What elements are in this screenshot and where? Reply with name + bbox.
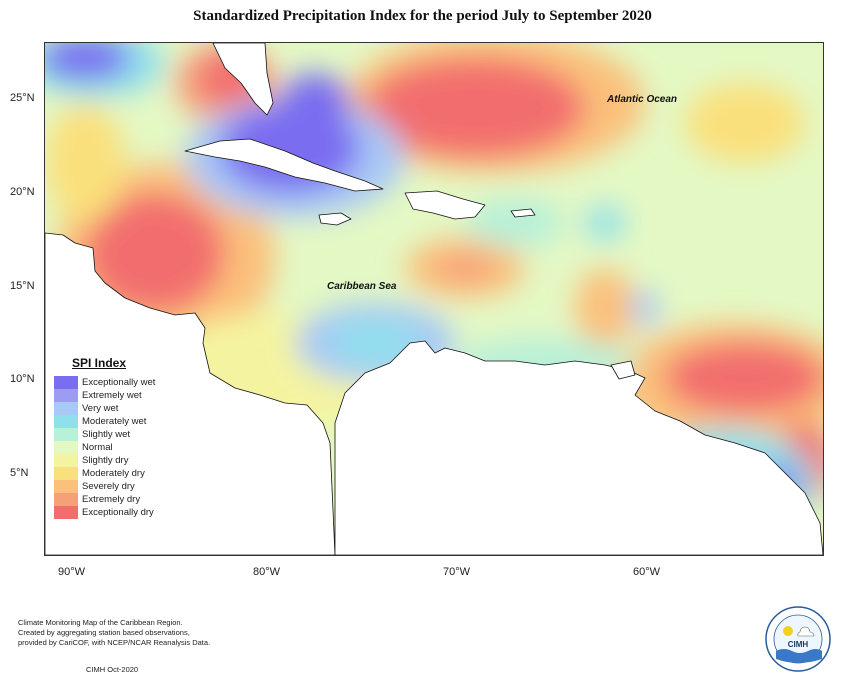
lat-label-10n: 10°N (10, 373, 35, 385)
cuba (184, 138, 384, 192)
lon-label-60w: 60°W (633, 566, 661, 578)
spi-legend: SPI Index Exceptionally wet Extremely wet… (54, 356, 172, 524)
lon-label-90w: 90°W (58, 566, 86, 578)
spi-map: Atlantic Ocean Caribbean Sea (44, 42, 824, 556)
atlantic-ocean-label: Atlantic Ocean (607, 94, 678, 105)
footer-line-1: Climate Monitoring Map of the Caribbean … (18, 618, 183, 627)
hispaniola (404, 190, 486, 220)
legend-label: Exceptionally wet (82, 377, 156, 388)
legend-swatch (54, 506, 78, 519)
legend-label: Severely dry (82, 481, 135, 492)
legend-swatch (54, 402, 78, 415)
legend-label: Extremely wet (82, 390, 142, 401)
legend-swatch (54, 454, 78, 467)
lat-label-25n: 25°N (10, 92, 35, 104)
footer-line-2: Created by aggregating station based obs… (18, 628, 190, 637)
legend-swatch (54, 389, 78, 402)
caribbean-sea-label: Caribbean Sea (327, 281, 397, 292)
footer-note: Climate Monitoring Map of the Caribbean … (18, 618, 210, 648)
footer-credit: CIMH Oct-2020 (86, 665, 139, 674)
lat-label-15n: 15°N (10, 280, 35, 292)
legend-label: Normal (82, 442, 113, 453)
legend-swatch (54, 493, 78, 506)
legend-label: Extremely dry (82, 494, 141, 505)
cimh-logo-icon: CIMH (765, 606, 831, 672)
trinidad (610, 360, 636, 380)
legend-swatch (54, 428, 78, 441)
legend-swatch (54, 480, 78, 493)
logo-text: CIMH (788, 640, 809, 649)
legend-swatch (54, 415, 78, 428)
jamaica (318, 212, 352, 226)
lon-label-80w: 80°W (253, 566, 281, 578)
legend-label: Very wet (82, 403, 119, 414)
wave-icon (776, 649, 822, 663)
legend-swatch (54, 376, 78, 389)
land-masses (45, 43, 823, 555)
lat-label-5n: 5°N (10, 467, 29, 479)
legend-title: SPI Index (72, 356, 127, 370)
cimh-logo: CIMH (764, 605, 832, 673)
cloud-icon (797, 626, 815, 637)
page-title: Standardized Precipitation Index for the… (193, 8, 652, 24)
legend-label: Slightly dry (82, 455, 129, 466)
legend-swatch (54, 467, 78, 480)
legend-swatch (54, 441, 78, 454)
lon-label-70w: 70°W (443, 566, 471, 578)
central-america (45, 232, 336, 555)
legend-label: Exceptionally dry (82, 507, 154, 518)
legend-label: Slightly wet (82, 429, 131, 440)
puerto-rico (510, 208, 536, 218)
footer-line-3: provided by CariCOF, with NCEP/NCAR Rean… (18, 638, 211, 647)
spi-map-canvas (45, 43, 823, 555)
sun-icon (783, 626, 793, 636)
legend-label: Moderately wet (82, 416, 147, 427)
legend-label: Moderately dry (82, 468, 145, 479)
florida (212, 43, 274, 116)
lat-label-20n: 20°N (10, 186, 35, 198)
